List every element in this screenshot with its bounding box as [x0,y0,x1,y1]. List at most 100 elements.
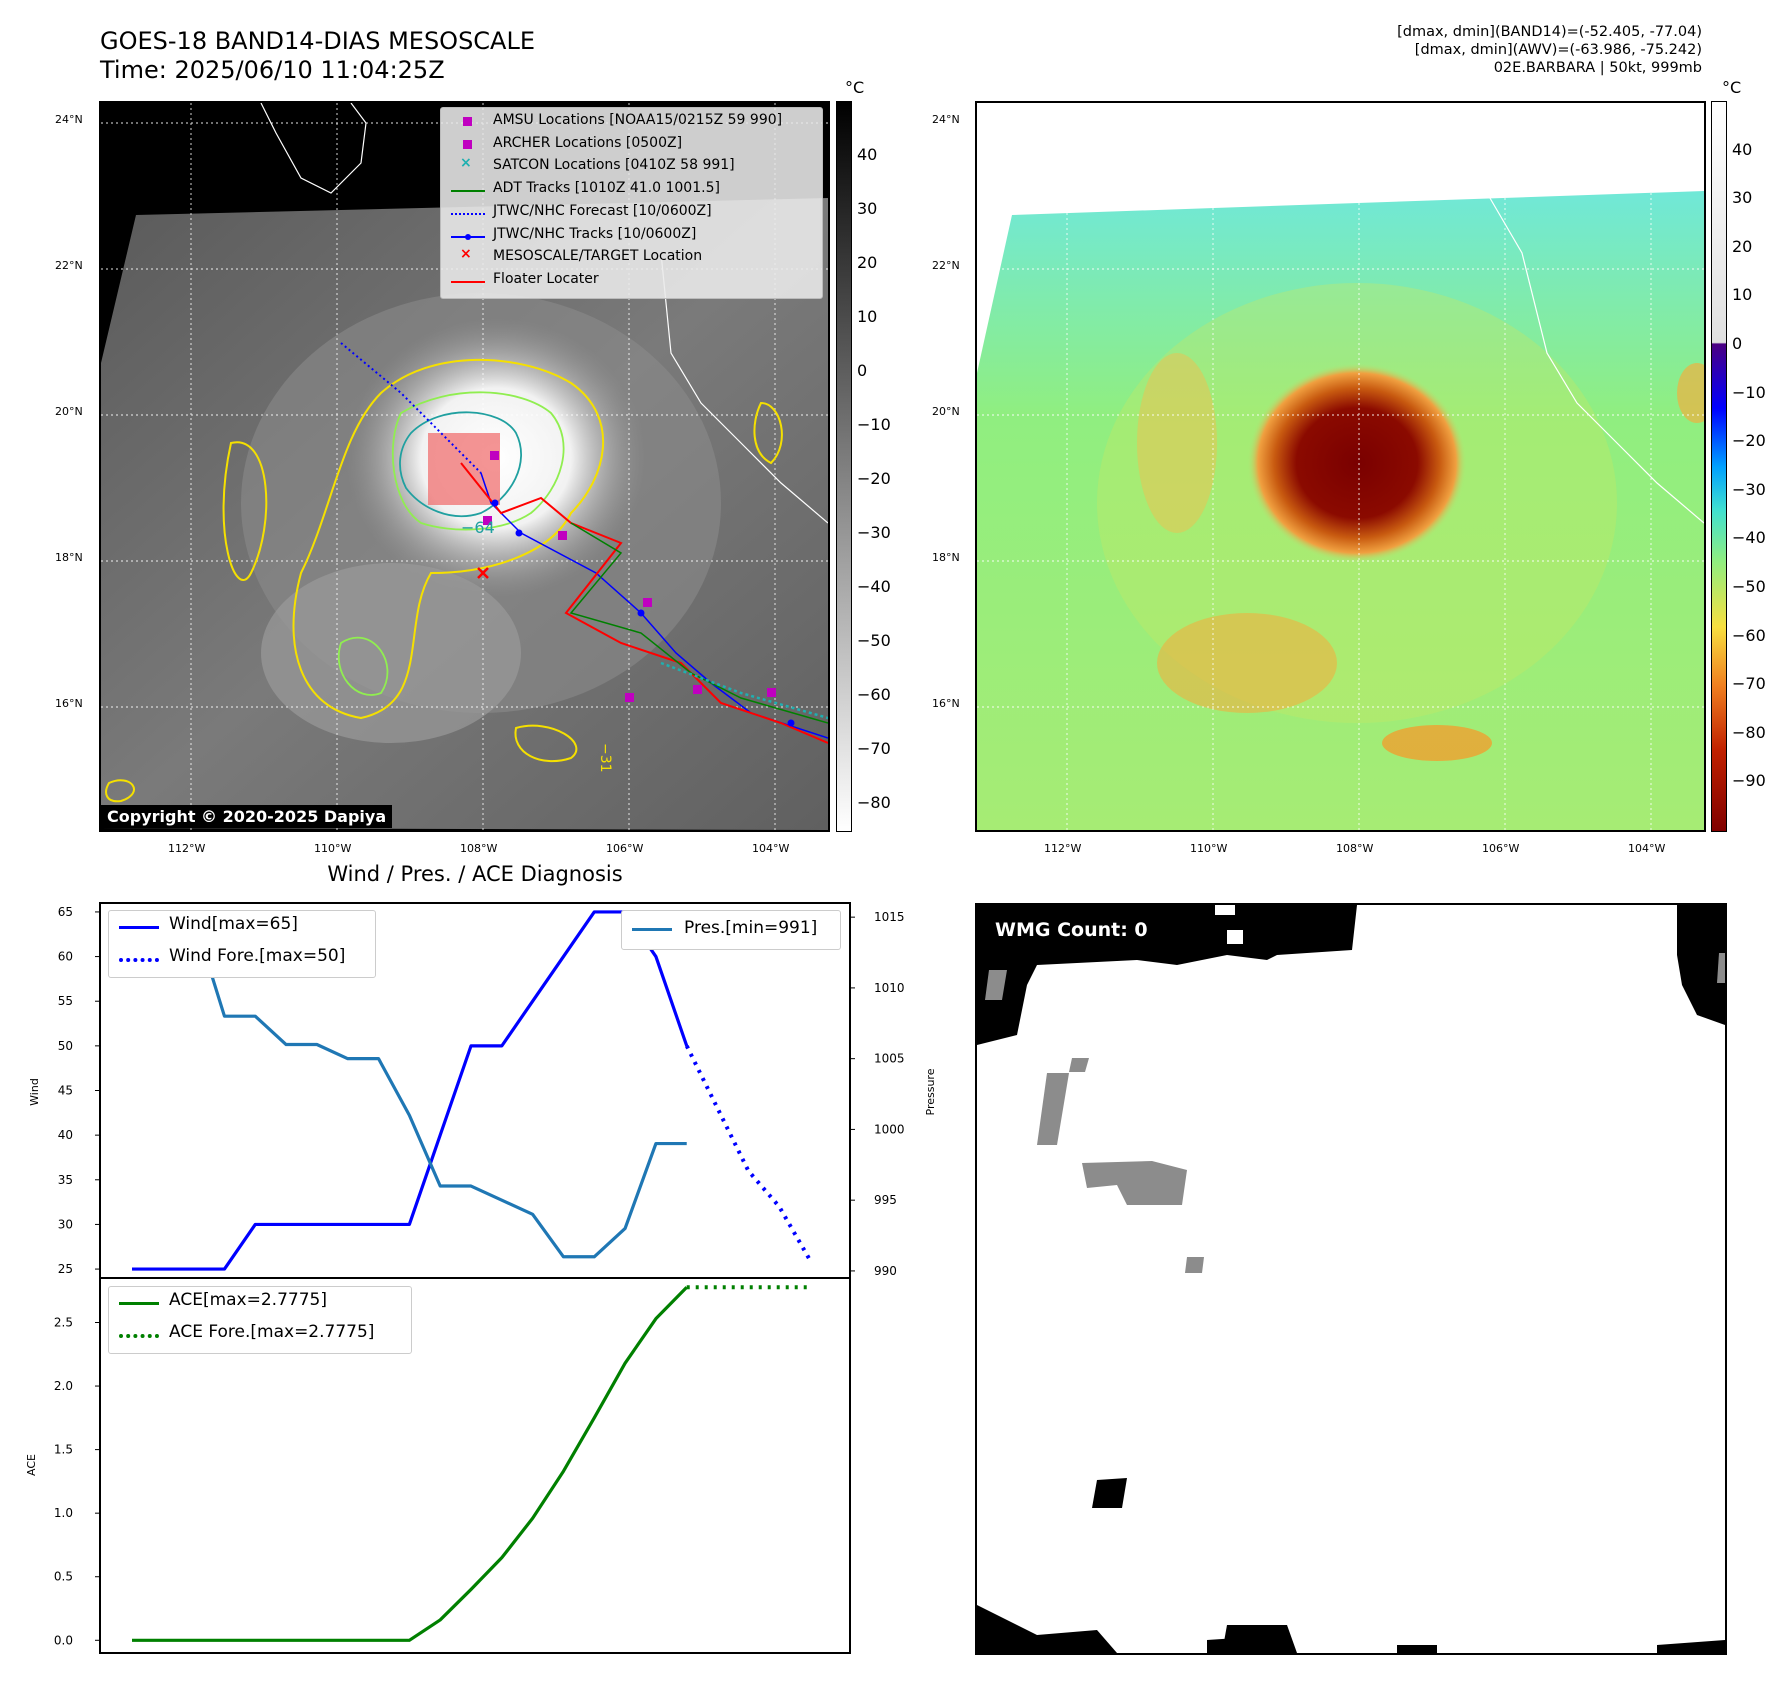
tick-label: 2.0 [54,1379,73,1393]
map-legend: AMSU Locations [NOAA15/0215Z 59 990] ARCH… [440,107,823,299]
wind-y-ticks: 65 60 55 50 45 40 35 30 25 [58,905,100,1276]
awv-colorbar-tick: −40 [1732,528,1766,548]
mesoscale-target-marker [477,567,489,579]
wmg-gray-regions [985,953,1725,1273]
legend-label: Floater Locater [493,270,599,287]
tick-label: 55 [58,994,73,1008]
lon-label: 106°W [606,842,644,855]
legend-symbol [463,117,472,126]
ir-map-canvas: −64 −31 [101,103,828,830]
ir-colorbar [836,101,852,832]
awv-map-panel [975,101,1706,832]
tick-label: 2.5 [54,1315,73,1329]
legend-label: ARCHER Locations [0500Z] [493,134,683,151]
ir-colorbar-tick: 10 [857,307,878,326]
lon-label: 112°W [1044,842,1082,855]
copyright-label: Copyright © 2020-2025 Dapiya [101,805,393,828]
tick-label: 995 [874,1193,897,1207]
ace-axes-frame [99,1277,851,1654]
awv-colorbar-tick: −10 [1732,382,1766,402]
wmg-count-label: WMG Count: 0 [995,919,1148,941]
ir-colorbar-tick: −10 [857,415,891,434]
wmg-white-holes [1215,905,1243,944]
tick-label: 35 [58,1173,73,1187]
tick-label: 65 [58,905,73,919]
contour-label-minus64: −64 [461,518,495,537]
lat-label: 16°N [55,697,83,710]
lon-label: 104°W [752,842,790,855]
diagnosis-title: Wind / Pres. / ACE Diagnosis [327,862,623,886]
pressure-legend: Pres.[min=991] [621,910,841,950]
ir-colorbar-tick: −30 [857,523,891,542]
ir-colorbar-tick: −50 [857,631,891,650]
lat-label: 22°N [55,259,83,272]
lat-label: 24°N [55,113,83,126]
legend-label: AMSU Locations [NOAA15/0215Z 59 990] [493,112,783,128]
lon-label: 110°W [314,842,352,855]
lon-label: 108°W [1336,842,1374,855]
lat-label: 20°N [55,405,83,418]
wmg-panel: WMG Count: 0 [975,903,1727,1655]
tick-label: 1.0 [54,1506,73,1520]
contour-minus64 [399,411,522,518]
lat-label: 22°N [932,259,960,272]
awv-colorbar-tick: −90 [1732,771,1766,791]
awv-colorbar-tick: −50 [1732,577,1766,596]
diagnosis-chart: 65 60 55 50 45 40 35 30 25 1015 1010 1005 1000 995 99… [25,902,937,1654]
wind-fore-legend-line [119,958,159,962]
ace-fore-legend-label: ACE Fore.[max=2.7775] [169,1322,375,1342]
awv-colorbar-tick: −80 [1732,722,1766,742]
dmax-awv: [dmax, dmin](AWV)=(-63.986, -75.242) [1414,42,1702,58]
lat-label: 16°N [932,697,960,710]
lat-label: 18°N [55,551,83,564]
lon-label: 104°W [1628,842,1666,855]
awv-colorbar-tick: 40 [1732,139,1753,159]
awv-colorbar-unit: °C [1722,78,1742,97]
forecast-track [340,342,482,474]
awv-colorbar-tick: −70 [1732,674,1766,694]
storm-info: 02E.BARBARA | 50kt, 999mb [1493,60,1702,76]
tick-label: 60 [58,950,73,964]
contour-label-minus31: −31 [597,743,613,773]
wind-forecast-series-line [684,1044,812,1262]
floater-box [428,433,500,505]
legend-label: SATCON Locations [0410Z 58 991] [493,157,735,174]
ace-legend: ACE[max=2.7775] ACE Fore.[max=2.7775] [108,1286,412,1354]
ace-series-line [132,1286,688,1642]
awv-coastline [1486,192,1704,524]
dmax-band14: [dmax, dmin](BAND14)=(-52.405, -77.04) [1397,24,1702,40]
tick-label: 25 [58,1262,73,1276]
wind-legend-line [119,926,159,929]
tick-label: 1015 [874,910,905,924]
lat-label: 18°N [932,551,960,564]
legend-symbol: × [460,155,472,172]
pressure-y-ticks: 1015 1010 1005 1000 995 990 [850,910,905,1278]
ir-colorbar-tick: −60 [857,685,891,704]
legend-label: ADT Tracks [1010Z 41.0 1001.5] [493,180,720,197]
legend-label: MESOSCALE/TARGET Location [493,248,703,265]
ir-colorbar-tick: 0 [857,361,868,380]
tick-label: 1010 [874,981,905,995]
awv-colorbar-tick: 20 [1732,236,1753,256]
awv-colorbar-tick: −20 [1732,431,1766,451]
lon-label: 112°W [168,842,206,855]
ir-colorbar-tick: −70 [857,739,891,758]
tick-label: 50 [58,1039,73,1053]
awv-colorbar [1711,101,1727,832]
wind-ylabel: Wind [28,1078,41,1106]
awv-map-canvas [977,103,1704,830]
tick-label: 1.5 [54,1443,73,1457]
wind-fore-legend-label: Wind Fore.[max=50] [169,946,346,966]
legend-symbol: × [460,246,472,263]
ace-y-ticks: 2.5 2.0 1.5 1.0 0.5 0.0 [54,1315,100,1647]
awv-colorbar-tick: 10 [1732,285,1753,305]
wind-series-line [132,910,689,1271]
amsu-archer-markers [483,451,776,702]
pressure-series-line [132,915,687,1259]
wmg-canvas [977,905,1725,1653]
lon-label: 110°W [1190,842,1228,855]
adt-track [569,522,828,724]
page-title: GOES-18 BAND14-DIAS MESOSCALE [100,27,536,55]
tick-label: 0.5 [54,1570,73,1584]
legend-label: JTWC/NHC Forecast [10/0600Z] [493,202,712,219]
